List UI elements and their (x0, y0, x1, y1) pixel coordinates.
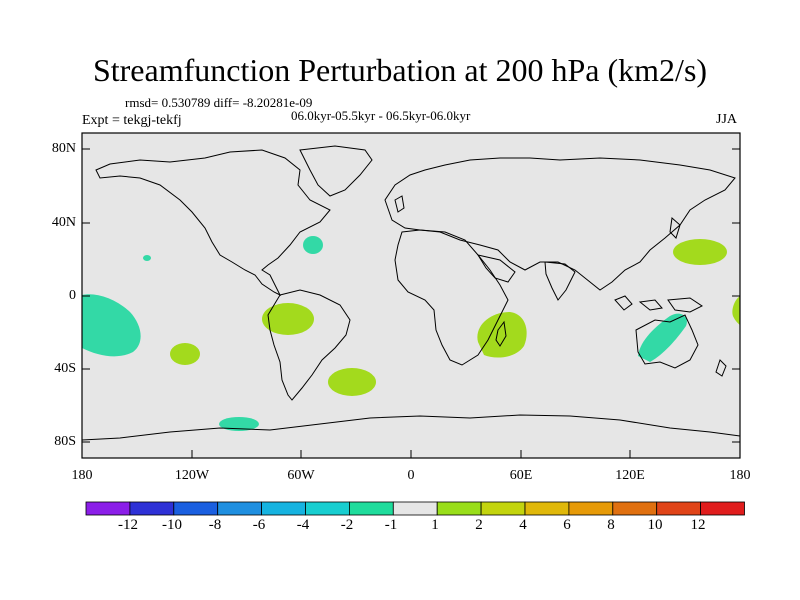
colorbar-label: 6 (563, 517, 571, 533)
pos-region-pacific-south (170, 343, 200, 365)
colorbar-label: 10 (647, 517, 663, 533)
lat-label: 40N (51, 215, 76, 230)
colorbar-label: -1 (384, 517, 398, 533)
lon-label: 60E (509, 468, 533, 483)
colorbar-swatch (612, 501, 658, 516)
coastlines (81, 145, 741, 441)
colorbar-label: 4 (519, 517, 527, 533)
colorbar-swatch (524, 501, 570, 516)
colorbar (85, 501, 745, 516)
lat-label: 80N (51, 141, 76, 156)
colorbar-label: -10 (162, 517, 182, 533)
lon-label: 0 (407, 468, 415, 483)
colorbar-label: -8 (208, 517, 222, 533)
pos-region-south-america (262, 303, 314, 335)
map-title: Streamfunction Perturbation at 200 hPa (… (92, 52, 708, 88)
lat-label: 40S (54, 361, 76, 376)
axis-ticks (81, 148, 741, 458)
lat-label: 0 (69, 288, 76, 303)
lat-label: 80S (54, 434, 76, 449)
colorbar-swatch (261, 501, 306, 516)
colorbar-swatch (348, 501, 394, 516)
colorbar-swatch (568, 501, 614, 516)
neg-region-atlantic-north (303, 236, 323, 254)
colorbar-swatch (700, 501, 745, 516)
lon-label: 120E (615, 468, 645, 483)
colorbar-swatch (173, 501, 219, 516)
colorbar-label: -4 (296, 517, 310, 533)
colorbar-label: -2 (340, 517, 354, 533)
colorbar-swatch (305, 501, 350, 516)
colorbar-swatch (480, 501, 526, 516)
colorbar-swatch (85, 501, 131, 516)
season-label: JJA (716, 112, 738, 127)
pos-region-pacific-west (673, 239, 727, 265)
lon-label: 180 (729, 468, 751, 483)
pos-region-madagascar (477, 312, 527, 358)
pos-region-edge (732, 296, 740, 325)
colorbar-label: 8 (607, 517, 615, 533)
neg-region-south-pacific (219, 417, 259, 431)
colorbar-label: 12 (690, 517, 706, 533)
colorbar-label: 2 (475, 517, 483, 533)
neg-region-pacific-east (82, 294, 141, 357)
colorbar-swatch (656, 501, 702, 516)
colorbar-label: -6 (252, 517, 266, 533)
period-text: 06.0kyr-05.5kyr - 06.5kyr-06.0kyr (291, 108, 471, 123)
colorbar-label: -12 (118, 517, 138, 533)
lon-label: 180 (71, 468, 93, 483)
lon-label: 60W (287, 468, 315, 483)
anomaly-regions (82, 236, 740, 431)
colorbar-swatch (436, 501, 482, 516)
experiment-text: Expt = tekgj-tekfj (82, 113, 182, 128)
colorbar-swatch (392, 501, 438, 516)
neg-region-small (143, 255, 151, 261)
neg-region-australia (638, 313, 687, 362)
colorbar-swatch (217, 501, 262, 516)
colorbar-label: 1 (431, 517, 439, 533)
stats-text: rmsd= 0.530789 diff= -8.20281e-09 (125, 95, 313, 110)
lon-label: 120W (174, 468, 210, 483)
map-background (82, 133, 740, 458)
pos-region-south-atlantic (328, 368, 376, 396)
colorbar-swatch (129, 501, 175, 516)
